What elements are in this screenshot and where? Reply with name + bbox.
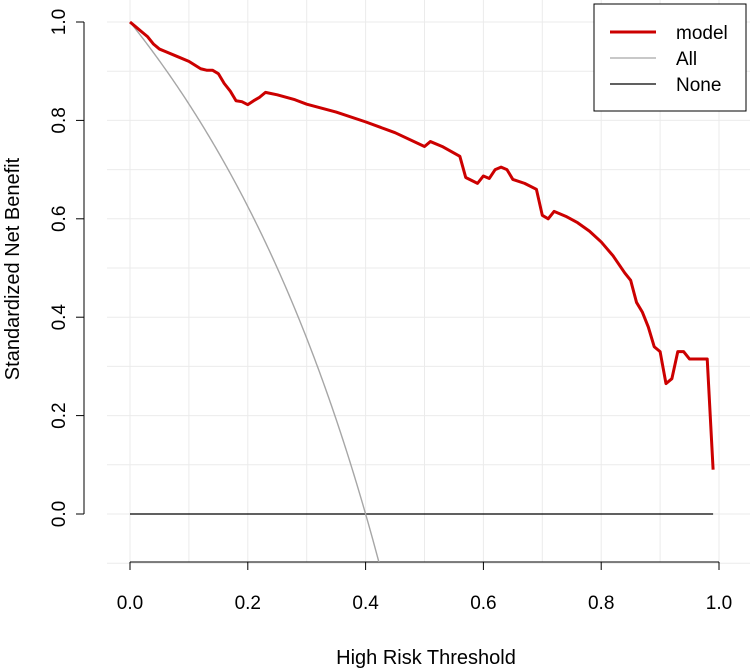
x-axis-title: High Risk Threshold [336,647,516,669]
plot-lines [129,20,715,562]
x-tick-label: 0.8 [588,593,614,614]
legend-label-model: model [676,23,728,44]
x-tick-label: 0.0 [117,593,143,614]
series-line-all [129,21,380,562]
x-tick-label: 0.2 [235,593,261,614]
y-tick-label: 0.4 [49,304,70,331]
legend: model All None [593,3,747,112]
x-tick-label: 0.6 [470,593,496,614]
y-tick-label: 0.2 [49,402,70,428]
x-tick-label: 0.4 [352,593,379,614]
x-axis: 0.0 0.2 0.4 0.6 0.8 1.0 [117,561,732,614]
legend-label-none: None [676,75,721,96]
y-tick-label: 0.0 [49,501,70,527]
y-axis: 0.0 0.2 0.4 0.6 0.8 1.0 [49,9,85,527]
y-tick-label: 0.8 [49,107,70,133]
series-line-model [129,20,715,470]
y-axis-title: Standardized Net Benefit [2,157,24,380]
legend-label-all: All [676,49,697,70]
y-tick-label: 1.0 [49,9,70,35]
x-tick-label: 1.0 [706,593,732,614]
y-tick-label: 0.6 [49,206,70,232]
